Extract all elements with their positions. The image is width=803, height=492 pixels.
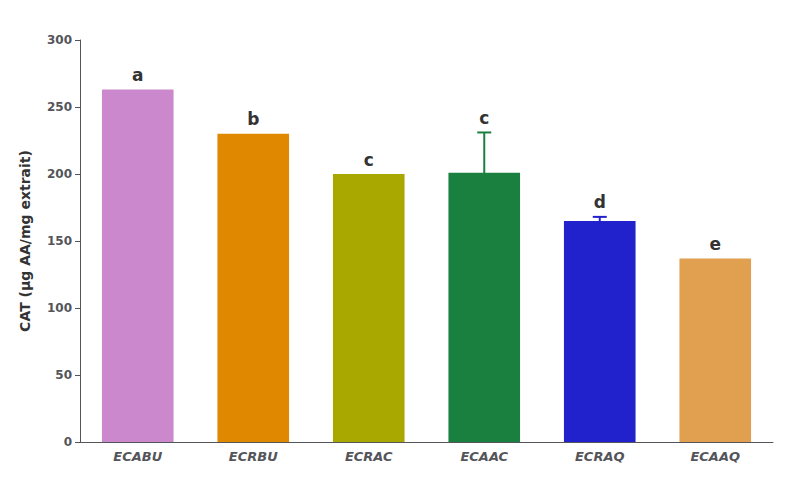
svg-text:200: 200 [47,167,72,181]
svg-text:CAT (µg AA/mg extrait): CAT (µg AA/mg extrait) [17,150,33,332]
svg-text:100: 100 [47,301,72,315]
svg-text:c: c [479,108,489,128]
svg-text:a: a [132,65,143,85]
svg-text:150: 150 [47,234,72,248]
svg-text:e: e [709,234,721,254]
svg-text:ECRAC: ECRAC [345,449,393,464]
svg-text:ECRAQ: ECRAQ [575,449,625,464]
svg-text:ECAAC: ECAAC [460,449,508,464]
svg-text:ECABU: ECABU [113,449,162,464]
svg-text:c: c [364,150,374,170]
svg-text:300: 300 [47,33,72,47]
svg-text:ECRBU: ECRBU [229,449,278,464]
svg-text:ECAAQ: ECAAQ [690,449,740,464]
svg-text:250: 250 [47,100,72,114]
svg-text:50: 50 [55,368,72,382]
svg-text:b: b [247,109,259,129]
svg-text:0: 0 [64,435,72,449]
svg-text:d: d [594,192,606,212]
